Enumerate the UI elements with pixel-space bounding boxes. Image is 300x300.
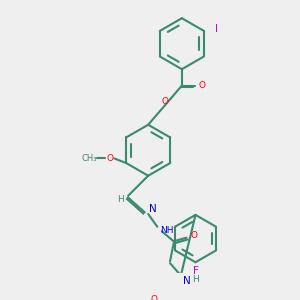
Text: F: F xyxy=(193,266,199,276)
Text: O: O xyxy=(198,81,206,90)
Text: O: O xyxy=(161,97,168,106)
Text: I: I xyxy=(215,24,218,34)
Text: O: O xyxy=(150,295,157,300)
Text: CH₃: CH₃ xyxy=(82,154,98,163)
Text: N: N xyxy=(149,204,157,214)
Text: O: O xyxy=(106,154,113,163)
Text: H: H xyxy=(192,275,199,284)
Text: N: N xyxy=(182,276,190,286)
Text: H: H xyxy=(118,195,124,204)
Text: NH: NH xyxy=(160,226,173,235)
Text: O: O xyxy=(190,231,197,240)
